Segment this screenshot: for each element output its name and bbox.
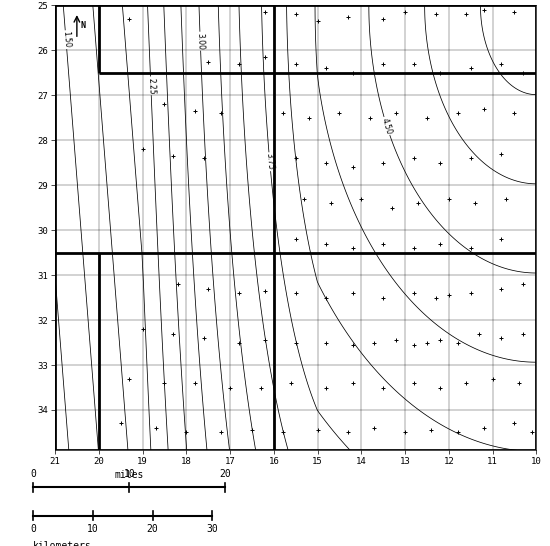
Text: 2.25: 2.25 bbox=[146, 78, 156, 94]
Text: N: N bbox=[81, 21, 86, 30]
Text: kilometers: kilometers bbox=[33, 541, 92, 546]
Text: 10: 10 bbox=[123, 469, 135, 479]
Text: 3.00: 3.00 bbox=[195, 33, 205, 50]
Text: 1.50: 1.50 bbox=[61, 31, 71, 49]
Text: 20: 20 bbox=[147, 524, 158, 534]
Text: 4.50: 4.50 bbox=[380, 116, 394, 135]
Text: 10: 10 bbox=[87, 524, 98, 534]
Text: 0: 0 bbox=[30, 469, 36, 479]
Text: miles: miles bbox=[114, 470, 144, 479]
Text: 30: 30 bbox=[207, 524, 218, 534]
Text: 3.75: 3.75 bbox=[265, 153, 275, 170]
Text: 0: 0 bbox=[30, 524, 36, 534]
Text: 20: 20 bbox=[219, 469, 232, 479]
